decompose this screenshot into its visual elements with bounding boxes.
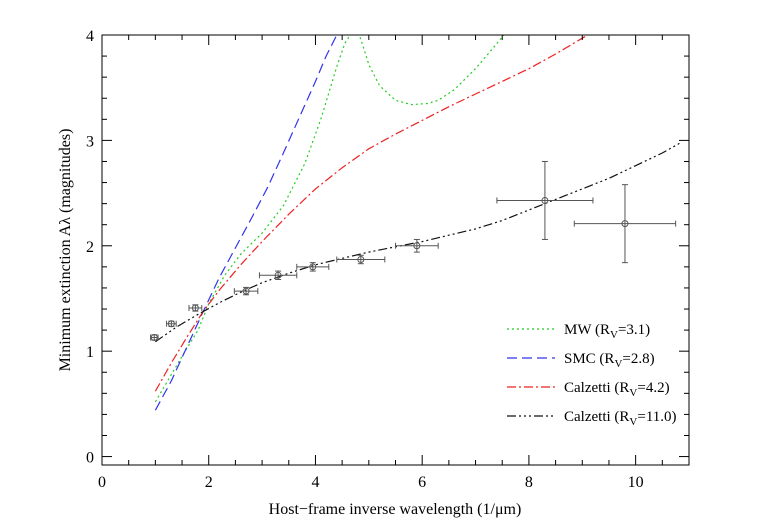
legend-label: Calzetti (RV=11.0) <box>564 409 677 428</box>
x-tick-label: 6 <box>418 474 426 491</box>
data-point <box>233 286 259 296</box>
x-tick-label: 0 <box>98 474 106 491</box>
data-point-marker <box>242 287 250 295</box>
legend: MW (RV=3.1) SMC (RV=2.8) Calzetti (RV=4.2)… <box>507 322 677 428</box>
series-layer <box>154 35 682 411</box>
data-point-marker <box>274 271 282 279</box>
legend-entry: SMC (RV=2.8) <box>507 351 655 370</box>
x-tick-label: 4 <box>311 474 319 491</box>
data-point <box>166 320 177 328</box>
x-tick-label: 10 <box>628 474 644 491</box>
y-axis-label: Minimum extinction Aλ (magnitudes) <box>57 129 74 372</box>
data-point-marker <box>167 320 175 328</box>
data-point <box>573 184 677 264</box>
series-line-mw <box>154 35 505 403</box>
y-tick-label: 1 <box>86 344 94 361</box>
x-tick-label: 8 <box>525 474 533 491</box>
data-point-marker <box>150 333 158 341</box>
y-tick-label: 2 <box>86 239 94 256</box>
legend-entry: MW (RV=3.1) <box>507 322 650 341</box>
data-point-marker <box>621 220 629 228</box>
data-point <box>258 270 298 281</box>
legend-label: Calzetti (RV=4.2) <box>564 380 670 399</box>
series-line-calzetti110 <box>155 141 682 343</box>
data-point-marker <box>357 255 365 263</box>
legend-label: MW (RV=3.1) <box>564 322 650 341</box>
data-point-marker <box>541 196 549 204</box>
x-tick-label: 2 <box>205 474 213 491</box>
x-axis-label: Host−frame inverse wavelength (1/μm) <box>269 501 522 518</box>
data-point <box>395 238 439 253</box>
y-tick-label: 4 <box>86 28 94 45</box>
series-line-smc <box>154 35 338 411</box>
data-point <box>496 160 594 240</box>
data-point-marker <box>309 263 317 271</box>
y-tick-label: 0 <box>86 450 94 467</box>
axes-layer: 0 2 4 6 8 10 0 1 2 3 4 <box>86 28 690 491</box>
y-tick-label: 3 <box>86 133 94 150</box>
data-point <box>336 254 386 265</box>
data-point <box>296 262 330 272</box>
data-points-layer <box>150 160 677 341</box>
plot-frame <box>101 34 690 466</box>
data-point-marker <box>413 242 421 250</box>
legend-entry: Calzetti (RV=11.0) <box>507 409 677 428</box>
legend-label: SMC (RV=2.8) <box>564 351 655 370</box>
data-point <box>188 304 203 312</box>
data-point <box>150 333 159 341</box>
data-point-marker <box>191 304 199 312</box>
legend-entry: Calzetti (RV=4.2) <box>507 380 670 399</box>
